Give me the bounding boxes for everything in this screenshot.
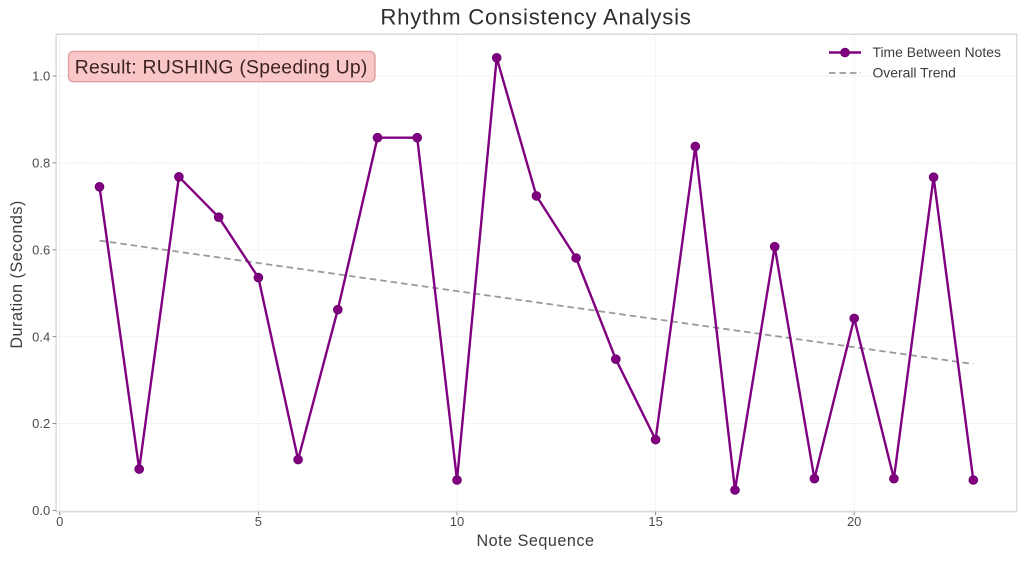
svg-text:Note Sequence: Note Sequence [476, 532, 594, 550]
svg-text:0.6: 0.6 [32, 243, 50, 258]
svg-text:10: 10 [450, 514, 464, 529]
svg-text:Rhythm Consistency Analysis: Rhythm Consistency Analysis [380, 5, 691, 30]
svg-text:0: 0 [56, 514, 63, 529]
svg-text:1.0: 1.0 [32, 69, 50, 84]
svg-text:5: 5 [255, 514, 262, 529]
svg-text:Time Between Notes: Time Between Notes [873, 44, 1001, 60]
svg-text:0.4: 0.4 [32, 329, 50, 344]
svg-text:Result: RUSHING (Speeding Up): Result: RUSHING (Speeding Up) [75, 56, 368, 78]
svg-text:0.2: 0.2 [32, 416, 50, 431]
svg-text:0.8: 0.8 [32, 156, 50, 171]
svg-text:Overall Trend: Overall Trend [873, 65, 956, 81]
svg-text:0.0: 0.0 [32, 503, 50, 518]
svg-text:Duration (Seconds): Duration (Seconds) [8, 200, 26, 348]
svg-text:15: 15 [648, 514, 662, 529]
svg-text:20: 20 [847, 514, 861, 529]
